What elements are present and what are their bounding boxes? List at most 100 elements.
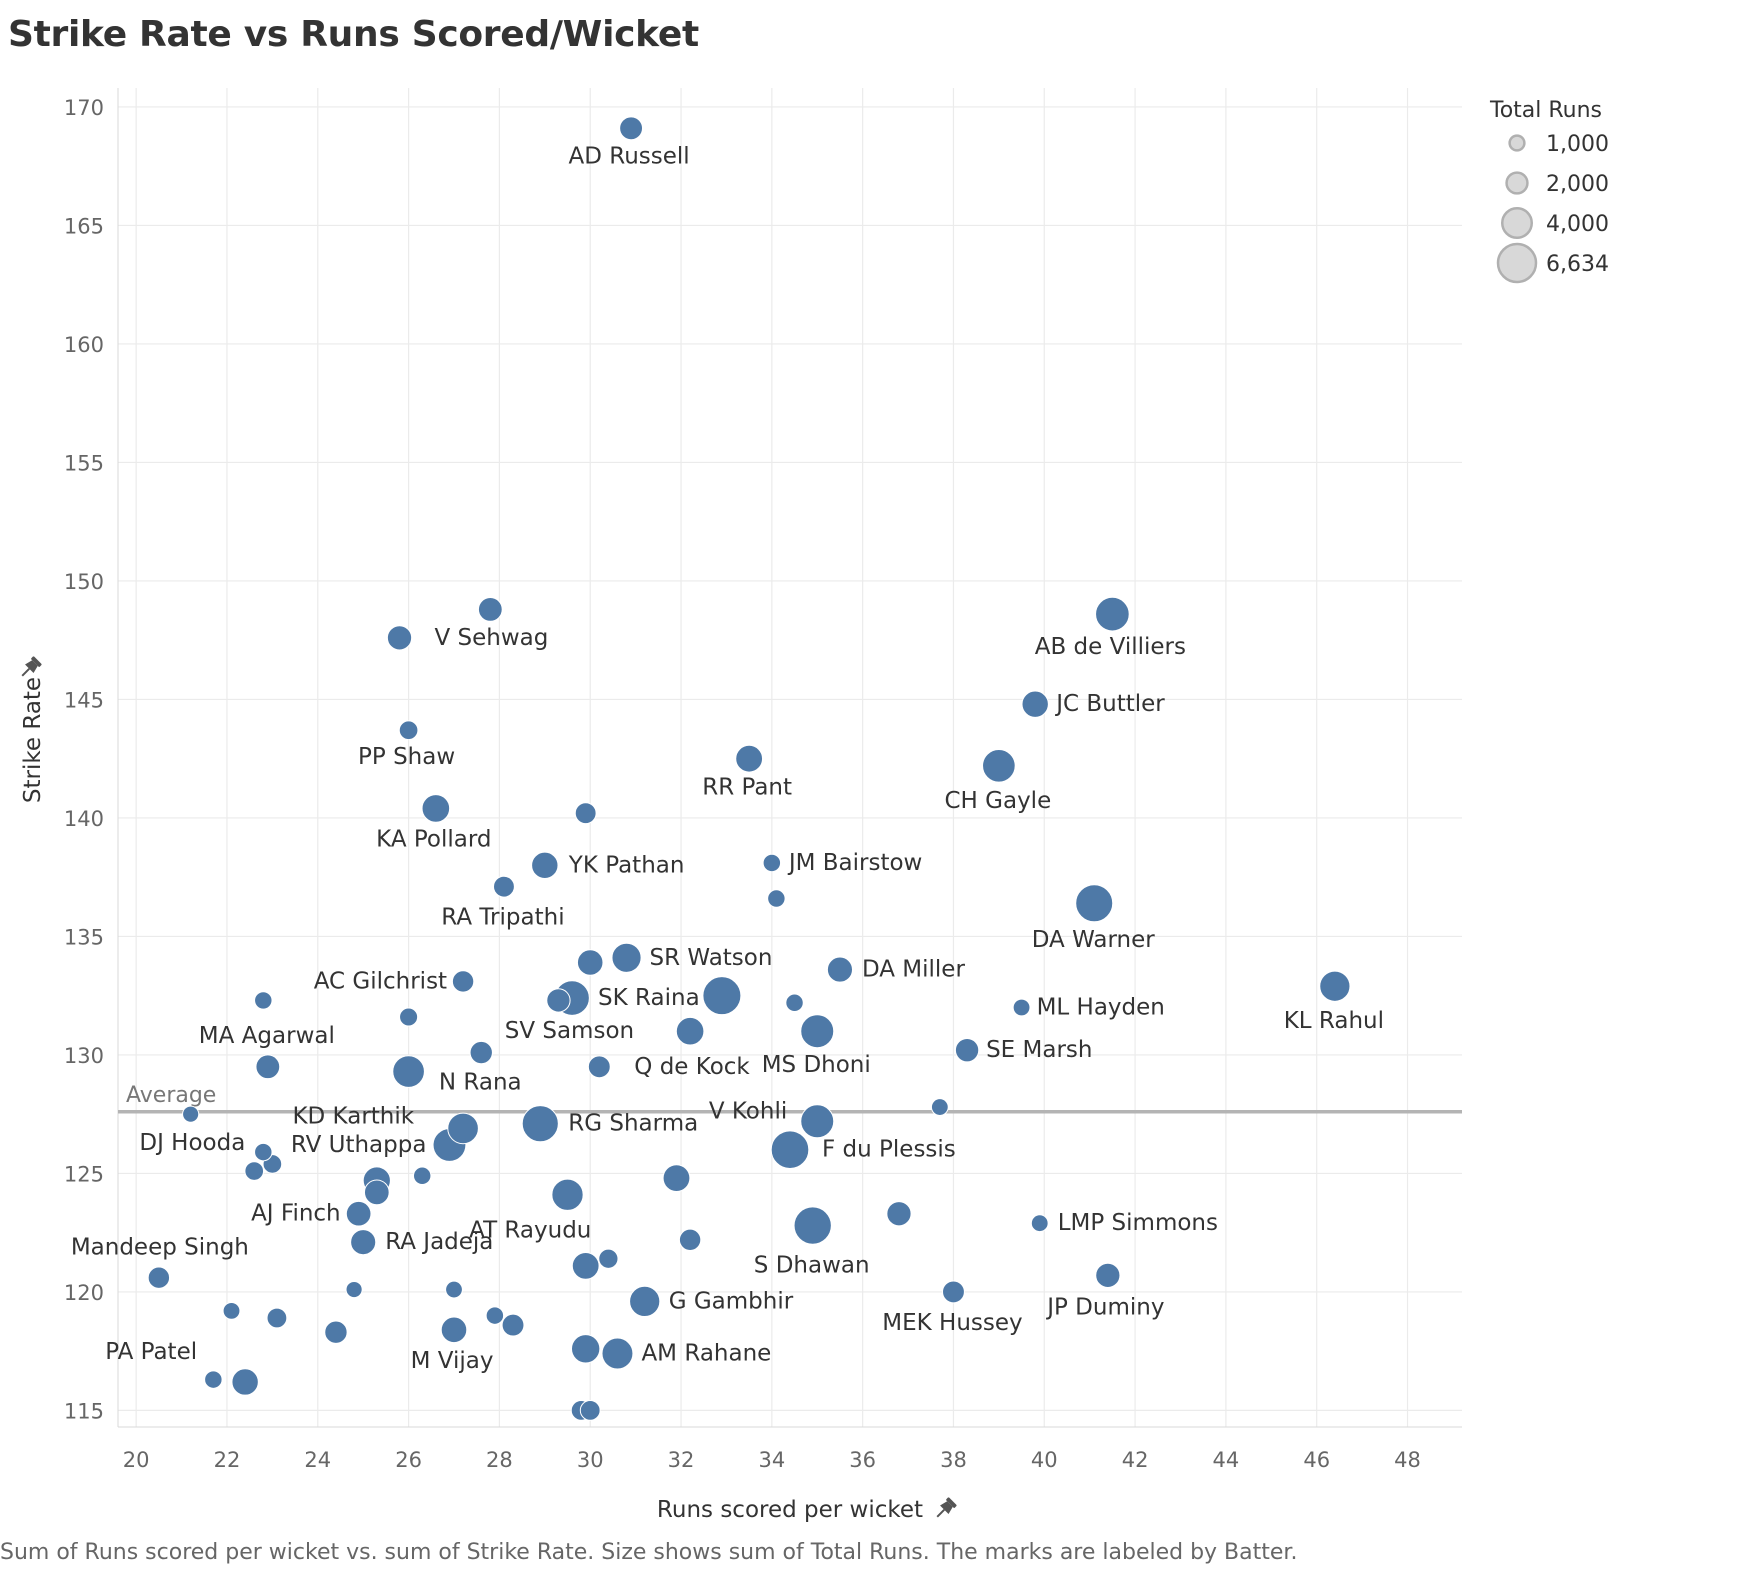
y-tick-label: 125	[64, 1162, 104, 1186]
data-point	[204, 1370, 223, 1389]
data-point	[254, 991, 273, 1010]
data-point	[399, 1007, 419, 1027]
data-point	[675, 1016, 705, 1046]
point-labels: AD Russell V Sehwag AB de Villiers JC Buttl…	[71, 143, 1384, 1374]
size-legend[interactable]: Total Runs 1,000 2,000 4,000 6,634	[1489, 98, 1609, 284]
data-point	[440, 1316, 468, 1344]
x-tick-label: 34	[758, 1448, 785, 1472]
data-point	[501, 1313, 525, 1337]
point-label: JC Buttler	[1054, 691, 1165, 717]
point-label: MA Agarwal	[199, 1023, 335, 1049]
data-point	[477, 596, 503, 622]
data-point	[800, 1104, 835, 1139]
legend-size-label: 6,634	[1546, 252, 1609, 277]
y-tick-label: 145	[64, 688, 104, 712]
point-label: DJ Hooda	[139, 1130, 245, 1156]
legend-size-label: 4,000	[1546, 212, 1609, 237]
y-tick-label: 160	[64, 333, 104, 357]
data-point	[345, 1200, 372, 1227]
legend-size-marker	[1505, 171, 1529, 195]
x-tick-label: 20	[123, 1448, 150, 1472]
data-point	[244, 1161, 265, 1181]
y-axis-title: Strike Rate	[20, 677, 46, 803]
data-point	[1319, 970, 1351, 1002]
point-label: N Rana	[439, 1070, 522, 1096]
data-points	[147, 116, 1351, 1421]
point-label: SV Samson	[505, 1018, 634, 1044]
data-point	[447, 1112, 479, 1145]
average-label: Average	[126, 1083, 216, 1108]
data-point	[982, 748, 1016, 783]
data-point	[412, 1166, 432, 1186]
data-point	[531, 851, 559, 880]
point-label: PP Shaw	[358, 744, 455, 770]
data-point	[1012, 998, 1031, 1017]
data-point	[386, 625, 413, 651]
point-label: RV Uthappa	[291, 1132, 427, 1158]
data-point	[485, 1306, 505, 1325]
data-point	[954, 1038, 980, 1063]
point-label: RA Jadeja	[385, 1229, 493, 1255]
data-point	[266, 1307, 288, 1329]
data-point	[930, 1098, 949, 1116]
chart-title: Strike Rate vs Runs Scored/Wicket	[8, 14, 699, 55]
point-label: V Kohli	[709, 1098, 787, 1124]
data-point	[551, 1178, 584, 1211]
data-point	[800, 1014, 835, 1049]
point-label: AJ Finch	[251, 1201, 341, 1227]
point-label: CH Gayle	[944, 788, 1051, 814]
data-point	[445, 1280, 463, 1299]
x-tick-label: 26	[395, 1448, 422, 1472]
data-point	[611, 942, 642, 973]
point-label: AT Rayudu	[469, 1218, 591, 1244]
point-label: AM Rahane	[641, 1341, 771, 1367]
x-tick-label: 48	[1394, 1448, 1421, 1472]
pin-needle	[936, 1509, 945, 1518]
x-tick-label: 40	[1031, 1448, 1058, 1472]
pin-needle	[21, 668, 30, 677]
x-tick-label: 42	[1122, 1448, 1149, 1472]
data-point	[793, 1206, 832, 1245]
axes: 20 22 24 26 28 30 32 34 36 38 40 42 44 46 48 115 120 125 1…	[20, 96, 1421, 1523]
point-label: AC Gilchrist	[314, 968, 447, 994]
data-point	[182, 1105, 200, 1123]
x-tick-label: 24	[304, 1448, 331, 1472]
x-tick-label: 36	[849, 1448, 876, 1472]
point-label: JM Bairstow	[787, 850, 923, 876]
data-point	[363, 1179, 390, 1206]
data-point	[785, 993, 804, 1013]
x-tick-label: 32	[668, 1448, 695, 1472]
data-point	[702, 976, 742, 1016]
point-label: DA Miller	[862, 957, 966, 983]
data-point	[521, 1105, 559, 1143]
x-tick-label: 38	[940, 1448, 967, 1472]
y-tick-label: 170	[64, 96, 104, 120]
y-tick-label: 165	[64, 214, 104, 238]
legend-title: Total Runs	[1489, 98, 1602, 123]
point-label: AB de Villiers	[1035, 634, 1186, 660]
point-label: RR Pant	[702, 775, 792, 801]
data-point	[598, 1248, 619, 1269]
point-label: KL Rahul	[1284, 1008, 1384, 1034]
point-label: SE Marsh	[986, 1037, 1092, 1063]
y-tick-label: 150	[64, 570, 104, 594]
data-point	[1021, 690, 1049, 718]
data-point	[1075, 884, 1114, 923]
data-point	[576, 949, 604, 976]
point-label: SK Raina	[598, 985, 700, 1011]
point-label: ML Hayden	[1037, 995, 1165, 1021]
data-point	[398, 720, 419, 741]
data-point	[678, 1228, 702, 1251]
point-label: JP Duminy	[1045, 1294, 1164, 1320]
pin-icon	[21, 656, 42, 677]
point-label: S Dhawan	[754, 1253, 870, 1279]
y-tick-label: 130	[64, 1044, 104, 1068]
x-tick-label: 46	[1303, 1448, 1330, 1472]
y-tick-label: 120	[64, 1281, 104, 1305]
data-point	[735, 744, 764, 773]
point-label: Mandeep Singh	[71, 1235, 249, 1261]
pin-head	[946, 1497, 957, 1508]
data-point	[546, 988, 571, 1013]
data-point	[942, 1280, 965, 1304]
